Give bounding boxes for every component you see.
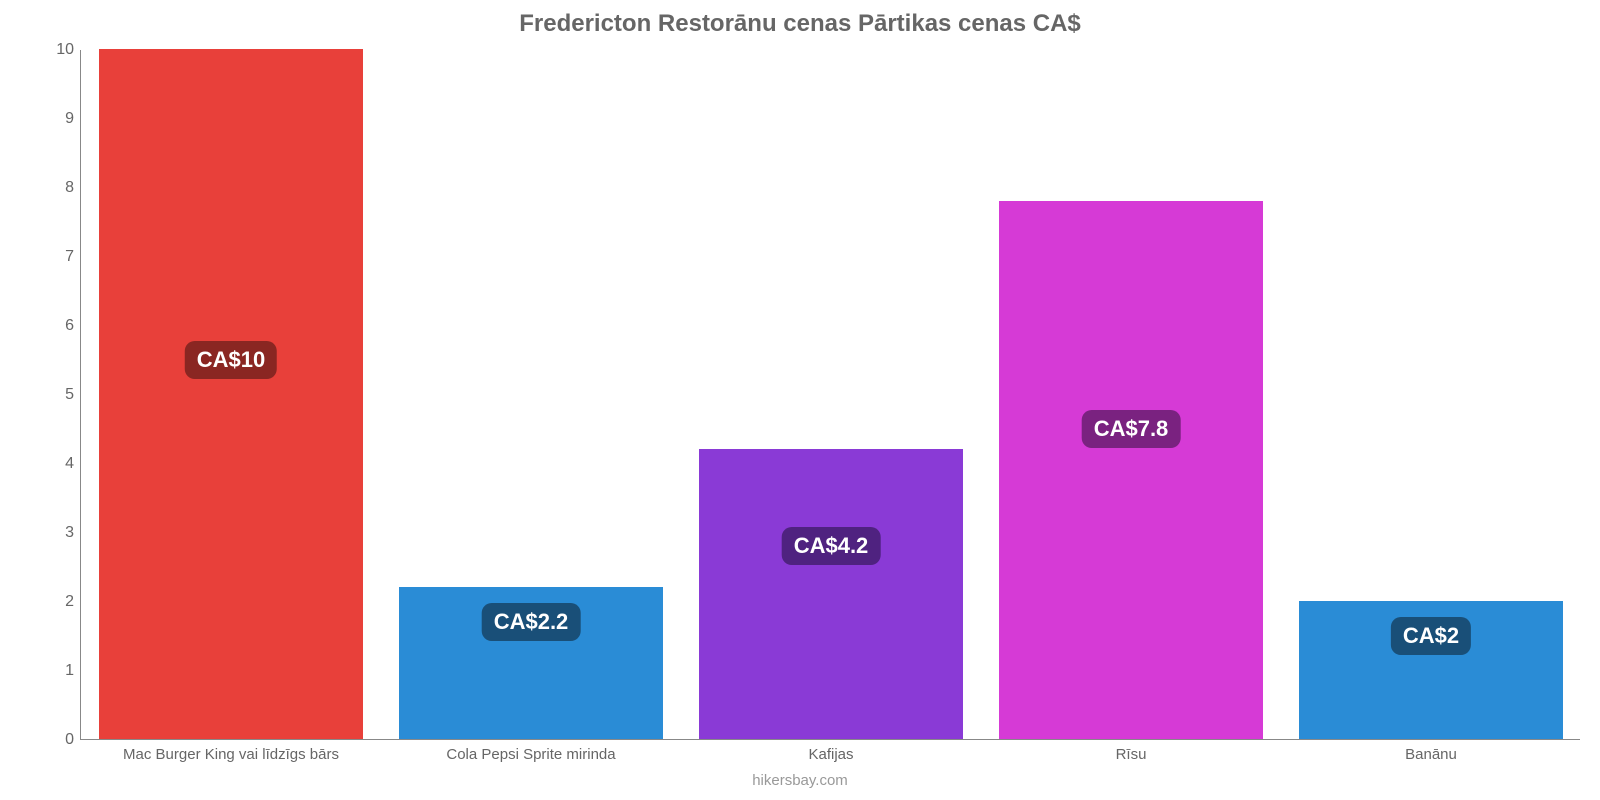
bar-slot: CA$4.2 <box>699 49 963 739</box>
bar <box>699 449 963 739</box>
y-tick-label: 6 <box>65 317 74 335</box>
y-tick-label: 3 <box>65 524 74 542</box>
x-tick-label: Cola Pepsi Sprite mirinda <box>446 746 615 763</box>
y-tick-label: 4 <box>65 455 74 473</box>
y-tick-label: 9 <box>65 110 74 128</box>
plot-area: 012345678910 CA$10Mac Burger King vai lī… <box>50 50 1580 740</box>
y-tick-label: 1 <box>65 662 74 680</box>
footer-credit: hikersbay.com <box>0 772 1600 789</box>
chart-region: CA$10Mac Burger King vai līdzīgs bārsCA$… <box>80 50 1580 740</box>
bar <box>99 49 363 739</box>
x-tick-label: Banānu <box>1405 746 1457 763</box>
x-tick-label: Kafijas <box>808 746 853 763</box>
x-tick-label: Rīsu <box>1116 746 1147 763</box>
value-badge: CA$10 <box>185 341 277 379</box>
y-tick-label: 5 <box>65 386 74 404</box>
y-axis: 012345678910 <box>50 50 80 740</box>
bar-slot: CA$2.2 <box>399 49 663 739</box>
value-badge: CA$4.2 <box>782 527 881 565</box>
y-tick-label: 2 <box>65 593 74 611</box>
bar-slot: CA$10 <box>99 49 363 739</box>
value-badge: CA$7.8 <box>1082 410 1181 448</box>
y-tick-label: 7 <box>65 248 74 266</box>
y-tick-label: 10 <box>56 41 74 59</box>
y-tick-label: 0 <box>65 731 74 749</box>
x-tick-label: Mac Burger King vai līdzīgs bārs <box>123 746 339 763</box>
bar-slot: CA$7.8 <box>999 49 1263 739</box>
bar-slot: CA$2 <box>1299 49 1563 739</box>
y-tick-label: 8 <box>65 179 74 197</box>
value-badge: CA$2.2 <box>482 603 581 641</box>
bar <box>999 201 1263 739</box>
value-badge: CA$2 <box>1391 617 1471 655</box>
chart-title: Fredericton Restorānu cenas Pārtikas cen… <box>0 10 1600 38</box>
